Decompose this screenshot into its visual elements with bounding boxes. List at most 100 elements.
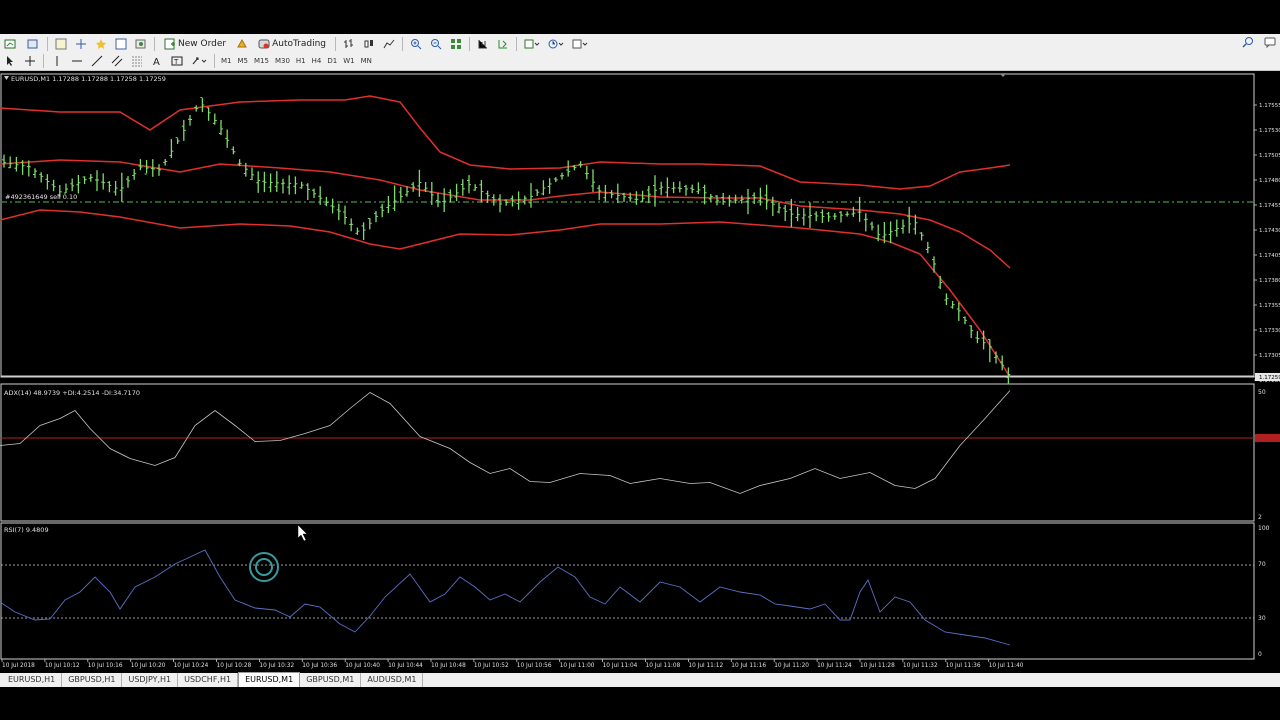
adx-info: ADX(14) 48.9739 +DI:4.2514 -DI:34.7170: [4, 389, 140, 397]
chart-tabs: EURUSD,H1 GBPUSD,H1 USDJPY,H1 USDCHF,H1 EURU…: [0, 672, 1280, 687]
chart-shift-marker[interactable]: [1000, 74, 1006, 77]
navigator-icon[interactable]: [92, 36, 110, 52]
toolbar-separator: [469, 37, 470, 51]
chart-tab[interactable]: AUDUSD,M1: [361, 673, 424, 687]
time-label: 10 Jul 10:28: [217, 663, 252, 669]
time-axis: 10 Jul 2018 10 Jul 10:12 10 Jul 10:16 10 Ju…: [1, 659, 1024, 669]
timeframe-m30[interactable]: M30: [274, 57, 290, 65]
arrows-icon[interactable]: [188, 53, 210, 69]
price-scale: 1.17555 1.17530 1.17505 1.17480 1.17455 1.174…: [1254, 103, 1280, 384]
indicators-icon[interactable]: [521, 36, 543, 52]
bollinger-lower: [0, 209, 1011, 378]
rsi-scale-label: 100: [1258, 525, 1270, 532]
timeframe-m5[interactable]: M5: [237, 57, 249, 65]
time-label: 10 Jul 10:52: [474, 663, 509, 669]
adx-scale-bottom: 2: [1258, 514, 1262, 521]
text-icon[interactable]: A: [148, 53, 166, 69]
line-chart-icon[interactable]: [380, 36, 398, 52]
price-label: 1.17530: [1259, 128, 1280, 134]
timeframe-w1[interactable]: W1: [343, 57, 355, 65]
chart-tab[interactable]: GBPUSD,H1: [62, 673, 123, 687]
order-line-label: #492361649 sell 0.10: [5, 193, 77, 201]
time-label: 10 Jul 10:40: [345, 663, 380, 669]
rsi-scale-label: 0: [1258, 651, 1262, 658]
time-label: 10 Jul 10:48: [431, 663, 466, 669]
click-indicator-inner: [255, 558, 273, 576]
periods-icon[interactable]: [545, 36, 567, 52]
toolbar-separator: [43, 54, 44, 68]
chart-window[interactable]: EURUSD,M1 1.17288 1.17288 1.17258 1.1725…: [0, 72, 1280, 672]
new-order-button[interactable]: New Order: [159, 36, 231, 52]
time-label: 10 Jul 10:16: [88, 663, 123, 669]
chart-tab[interactable]: EURUSD,M1: [238, 672, 301, 687]
click-indicator-ring: [249, 552, 279, 582]
autotrading-label: AutoTrading: [272, 39, 326, 49]
time-label: 10 Jul 10:56: [517, 663, 552, 669]
text-label-icon[interactable]: T: [168, 53, 186, 69]
adx-panel-border: [0, 383, 1255, 522]
chart-shift-icon[interactable]: [474, 36, 492, 52]
autotrading-button[interactable]: AutoTrading: [253, 36, 331, 52]
rsi-scale-label: 70: [1258, 561, 1266, 568]
crosshair-icon[interactable]: [72, 36, 90, 52]
bollinger-bands: [0, 95, 1011, 378]
toolbar-separator: [516, 37, 517, 51]
bollinger-upper: [0, 95, 1011, 190]
timeframe-h1[interactable]: H1: [295, 57, 306, 65]
timeframe-m1[interactable]: M1: [221, 57, 232, 65]
price-label: 1.17555: [1259, 103, 1280, 109]
autotrading-icon: [258, 39, 270, 49]
timeframe-h4[interactable]: H4: [311, 57, 322, 65]
top-black-area: [0, 0, 1280, 34]
bar-chart-icon[interactable]: [340, 36, 358, 52]
timeframe-m15[interactable]: M15: [254, 57, 269, 65]
crosshair-tool-icon[interactable]: [21, 53, 39, 69]
timeframe-d1[interactable]: D1: [327, 57, 338, 65]
time-label: 10 Jul 10:20: [131, 663, 166, 669]
zoom-out-icon[interactable]: [427, 36, 445, 52]
horizontal-line-icon[interactable]: [68, 53, 86, 69]
market-watch-icon[interactable]: [52, 36, 70, 52]
chart-canvas[interactable]: EURUSD,M1 1.17288 1.17288 1.17258 1.1725…: [0, 72, 1280, 672]
search-icon[interactable]: [1242, 36, 1254, 48]
time-label: 10 Jul 10:32: [259, 663, 294, 669]
tile-windows-icon[interactable]: [447, 36, 465, 52]
templates-icon[interactable]: [569, 36, 591, 52]
time-label: 10 Jul 11:32: [903, 663, 938, 669]
time-label: 10 Jul 11:36: [946, 663, 981, 669]
vertical-line-icon[interactable]: [48, 53, 66, 69]
trendline-icon[interactable]: [88, 53, 106, 69]
candlestick-icon[interactable]: [360, 36, 378, 52]
adx-scale-top: 50: [1258, 389, 1266, 396]
auto-scroll-icon[interactable]: [494, 36, 512, 52]
bottom-black-area: [0, 687, 1280, 720]
chart-tab[interactable]: USDCHF,H1: [178, 673, 239, 687]
channel-icon[interactable]: [108, 53, 126, 69]
new-chart-icon[interactable]: [1, 36, 21, 52]
new-order-label: New Order: [178, 39, 227, 49]
time-label: 10 Jul 10:44: [388, 663, 423, 669]
profiles-icon[interactable]: [23, 36, 43, 52]
timeframe-mn[interactable]: MN: [360, 57, 372, 65]
metaeditor-icon[interactable]: [233, 36, 251, 52]
adx-level-tag: [1255, 434, 1280, 442]
time-label: 10 Jul 10:36: [302, 663, 337, 669]
price-label: 1.17430: [1259, 228, 1280, 234]
rsi-scale: 100 70 30 0: [1258, 525, 1270, 658]
price-label: 1.17380: [1259, 278, 1280, 284]
chart-tab[interactable]: USDJPY,H1: [122, 673, 179, 687]
zoom-in-icon[interactable]: [407, 36, 425, 52]
chart-tab[interactable]: GBPUSD,M1: [300, 673, 362, 687]
main-panel-border: [0, 73, 1255, 378]
price-label: 1.17405: [1259, 253, 1280, 259]
tester-icon[interactable]: [132, 36, 150, 52]
svg-text:A: A: [153, 57, 160, 67]
fibonacci-icon[interactable]: [128, 53, 146, 69]
price-label: 1.17455: [1259, 203, 1280, 209]
chat-icon[interactable]: [1264, 36, 1276, 48]
rsi-panel-border: [0, 522, 1255, 660]
main-info-arrow-icon[interactable]: [4, 76, 9, 80]
cursor-icon[interactable]: [1, 53, 19, 69]
terminal-icon[interactable]: [112, 36, 130, 52]
chart-tab[interactable]: EURUSD,H1: [2, 673, 63, 687]
